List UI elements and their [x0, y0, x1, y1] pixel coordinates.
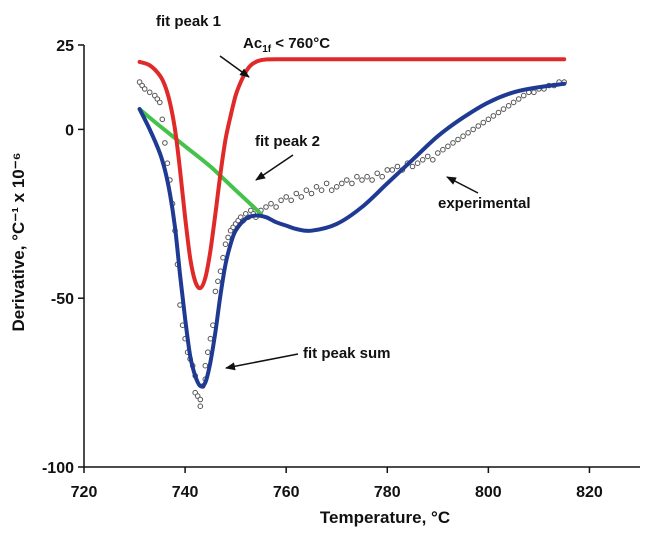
- annotation-fit-peak-1: fit peak 1: [156, 13, 221, 30]
- experimental-point: [349, 180, 355, 187]
- experimental-point: [354, 173, 360, 180]
- experimental-point: [222, 241, 229, 247]
- experimental-point: [141, 86, 148, 92]
- annotation-experimental: experimental: [438, 195, 531, 212]
- experimental-point: [207, 335, 214, 342]
- experimental-point: [164, 160, 171, 166]
- annotation-ac-main: Ac: [243, 35, 262, 52]
- series-line-fit-peak-1: [137, 57, 567, 291]
- experimental-point: [303, 187, 310, 193]
- experimental-point: [288, 197, 295, 204]
- experimental-point: [430, 157, 436, 163]
- arrow-fit-peak-sum: [225, 353, 299, 371]
- x-tick-label: 720: [71, 484, 98, 501]
- annotation-fit-peak-sum: fit peak sum: [303, 345, 391, 362]
- x-tick-label: 780: [374, 484, 401, 501]
- series-line-fit-peak-sum: [137, 81, 567, 389]
- x-tick-label: 760: [273, 484, 300, 501]
- experimental-point: [339, 180, 345, 187]
- experimental-point: [225, 234, 231, 241]
- x-axis-title: Temperature, °C: [320, 508, 450, 527]
- experimental-point: [394, 163, 401, 170]
- experimental-point: [197, 396, 204, 403]
- annotation-ac-temperature: Ac1f < 760°C: [243, 35, 330, 55]
- y-axis-ticks: 25 0 -50 -100: [42, 38, 84, 477]
- experimental-point: [520, 92, 527, 99]
- experimental-point: [328, 187, 335, 193]
- experimental-point: [323, 180, 330, 187]
- y-tick-label: -100: [42, 460, 74, 477]
- experimental-point: [318, 187, 325, 193]
- experimental-point: [359, 177, 365, 183]
- experimental-point: [414, 160, 421, 166]
- experimental-point: [455, 136, 461, 143]
- experimental-point: [384, 167, 391, 173]
- experimental-point: [470, 126, 477, 133]
- experimental-point: [409, 163, 416, 170]
- experimental-point: [298, 194, 305, 200]
- arrow-fit-peak-2: [255, 154, 294, 181]
- experimental-point: [293, 190, 300, 197]
- experimental-point: [495, 109, 502, 116]
- experimental-point: [490, 113, 497, 119]
- annotation-ac-subscript: 1f: [262, 44, 272, 55]
- experimental-point: [379, 173, 386, 180]
- experimental-point: [283, 194, 290, 200]
- experimental-point: [374, 170, 381, 177]
- experimental-point: [215, 278, 221, 285]
- experimental-point: [273, 204, 279, 210]
- arrow-experimental: [446, 176, 479, 194]
- experimental-point: [333, 184, 340, 190]
- experimental-point: [485, 116, 492, 123]
- annotation-ac-rest: < 760°C: [271, 35, 330, 52]
- y-tick-label: 25: [56, 38, 74, 55]
- experimental-point: [202, 362, 209, 369]
- experimental-point: [162, 140, 168, 146]
- experimental-point: [278, 197, 284, 204]
- experimental-point: [515, 96, 522, 102]
- x-tick-label: 820: [576, 484, 603, 501]
- x-axis-ticks: 720 740 760 780 800 820: [71, 467, 603, 501]
- x-tick-label: 800: [475, 484, 502, 501]
- experimental-point: [440, 146, 446, 153]
- series-line-fit-peak-2: [137, 107, 263, 216]
- experimental-point: [450, 140, 456, 146]
- experimental-point: [313, 184, 320, 190]
- experimental-point: [369, 177, 375, 183]
- experimental-point: [364, 173, 370, 180]
- experimental-point: [159, 116, 166, 123]
- experimental-point: [424, 153, 431, 160]
- y-tick-label: 0: [65, 122, 74, 139]
- experimental-point: [212, 288, 219, 295]
- y-tick-label: -50: [51, 291, 74, 308]
- experimental-series: [136, 79, 568, 410]
- experimental-point: [419, 157, 426, 163]
- experimental-point: [389, 167, 396, 173]
- experimental-point: [344, 177, 350, 183]
- experimental-point: [268, 200, 274, 207]
- arrow-ac-temperature: [219, 55, 250, 78]
- experimental-point: [445, 143, 451, 150]
- experimental-point: [500, 106, 507, 112]
- experimental-point: [465, 130, 471, 136]
- experimental-point: [460, 133, 466, 139]
- experimental-point: [308, 190, 315, 197]
- experimental-point: [435, 150, 441, 156]
- x-tick-label: 740: [172, 484, 199, 501]
- experimental-point: [510, 99, 517, 106]
- experimental-point: [505, 103, 512, 109]
- experimental-point: [197, 403, 204, 410]
- experimental-point: [531, 89, 537, 96]
- experimental-point: [480, 119, 487, 126]
- y-axis-title: Derivative, °C⁻¹ x 10⁻⁶: [9, 152, 28, 331]
- experimental-point: [205, 349, 211, 356]
- annotation-fit-peak-2: fit peak 2: [255, 133, 320, 150]
- experimental-point: [475, 123, 482, 129]
- experimental-point: [157, 99, 163, 106]
- experimental-point: [146, 89, 153, 96]
- experimental-point: [263, 204, 269, 210]
